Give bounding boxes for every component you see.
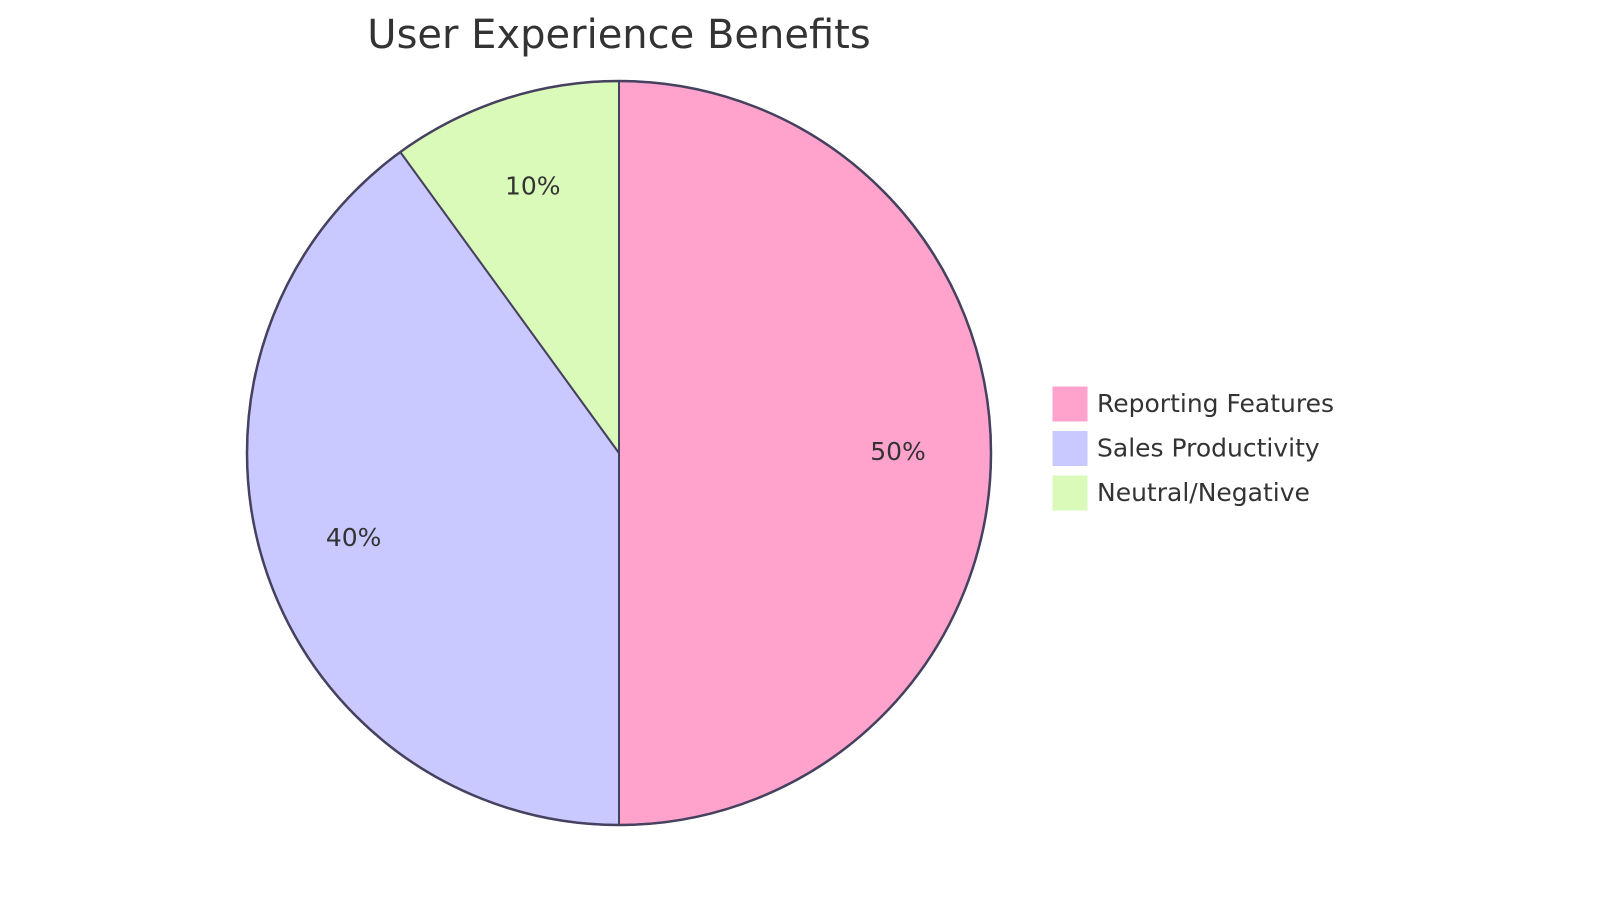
legend: Reporting Features Sales Productivity Neut… <box>1051 385 1334 512</box>
pie-slice-reporting-features <box>618 79 992 827</box>
pie-value-label-reporting-features: 50% <box>870 437 926 466</box>
legend-label-neutral-negative: Neutral/Negative <box>1097 478 1310 507</box>
pie-value-labels: 50% 40% 10% <box>326 172 926 553</box>
pie-value-label-neutral-negative: 10% <box>505 172 561 201</box>
legend-label-sales-productivity: Sales Productivity <box>1097 434 1320 463</box>
legend-label-reporting-features: Reporting Features <box>1097 389 1334 418</box>
legend-swatch-neutral-negative <box>1051 474 1089 512</box>
legend-swatch-reporting-features <box>1051 385 1089 423</box>
pie-value-label-sales-productivity: 40% <box>326 523 382 552</box>
legend-swatch-sales-productivity <box>1051 430 1089 467</box>
chart-title: User Experience Benefits <box>367 12 870 58</box>
pie-outline <box>245 79 993 827</box>
pie-slices <box>245 79 993 827</box>
